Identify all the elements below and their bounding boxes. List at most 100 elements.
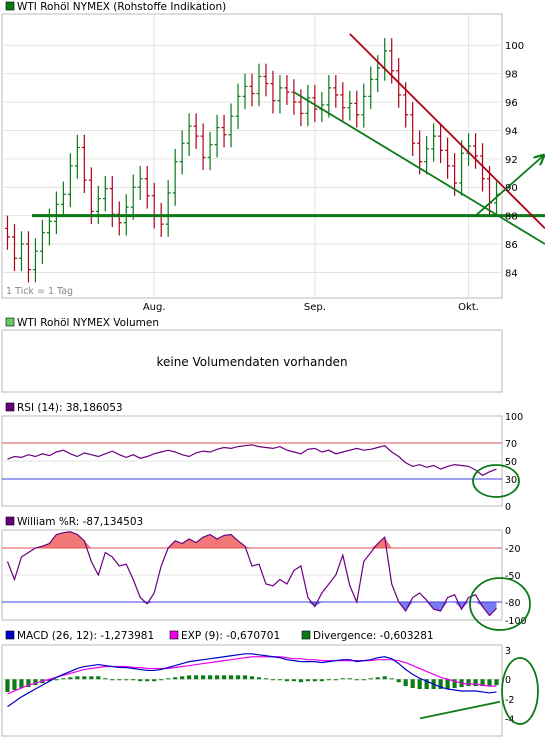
- price-legend-swatch: [5, 1, 15, 11]
- price-y-tick-label: 96: [505, 98, 518, 109]
- price-y-tick-label: 92: [505, 155, 518, 166]
- macd-divergence-bar: [389, 678, 394, 680]
- ohlc-bar: [438, 123, 444, 164]
- macd-y-tick-label: 0: [505, 675, 511, 686]
- macd-divergence-bar: [403, 679, 408, 687]
- williams-highlight-circle: [469, 577, 531, 631]
- ohlc-bar: [235, 83, 241, 130]
- rsi-plot: 0 30 50 70 100: [2, 412, 523, 513]
- ohlc-bar: [277, 75, 283, 114]
- price-y-tick-label: 100: [505, 41, 524, 52]
- ohlc-bar: [25, 231, 31, 283]
- price-x-axis: Aug. Sep. Okt.: [143, 302, 479, 313]
- volume-plot-frame: [1, 329, 503, 393]
- macd-divergence-bar: [221, 675, 227, 680]
- williams-line: [6, 531, 497, 617]
- ohlc-bar: [193, 113, 199, 149]
- ohlc-bar: [368, 66, 374, 110]
- ohlc-bar: [270, 70, 276, 114]
- ohlc-bar: [228, 103, 234, 148]
- macd-divergence-bar: [480, 679, 485, 687]
- ohlc-bar: [466, 133, 472, 166]
- macd-divergence-bar: [263, 678, 269, 680]
- macd-divergence-bar: [194, 675, 199, 680]
- macd-divergence-bar: [396, 679, 401, 683]
- macd-divergence-bar: [466, 679, 471, 687]
- williams-panel: William %R: -87,134503 0 -20 -50 -80 -100: [1, 516, 531, 631]
- macd-divergence-bar: [82, 676, 87, 680]
- volume-legend-swatch: [5, 317, 15, 327]
- macd-plot: 3 0 -2 -4: [2, 646, 539, 725]
- macd-divergence-bar: [382, 676, 387, 680]
- ohlc-bar: [473, 133, 479, 169]
- macd-legend-label: EXP (9): -0,670701: [181, 630, 280, 642]
- price-x-tick-label: Sep.: [304, 302, 326, 313]
- macd-divergence-bar: [207, 675, 213, 680]
- macd-divergence-bar: [487, 679, 492, 687]
- price-y-tick-label: 84: [505, 268, 518, 279]
- volume-empty-message: keine Volumendaten vorhanden: [156, 355, 347, 369]
- ohlc-bar: [172, 148, 178, 206]
- ohlc-bar: [459, 140, 465, 196]
- ohlc-bar: [305, 85, 311, 127]
- macd-divergence-bar: [347, 678, 352, 680]
- ohlc-bar: [11, 224, 17, 272]
- macd-divergence-bar: [159, 679, 164, 681]
- macd-divergence-bar: [26, 679, 31, 688]
- ohlc-bar: [130, 174, 136, 220]
- macd-legend-swatch: [301, 630, 311, 640]
- macd-y-tick-label: 3: [505, 646, 511, 657]
- price-y-tick-label: 94: [505, 126, 518, 137]
- macd-legend-swatch: [169, 630, 179, 640]
- ohlc-bar: [361, 83, 367, 128]
- williams-y-tick-label: -20: [505, 544, 521, 555]
- price-trendline: [293, 91, 545, 245]
- macd-divergence-bar: [103, 678, 108, 680]
- ohlc-bar: [333, 75, 339, 108]
- macd-divergence-bar: [242, 675, 248, 680]
- ohlc-bar: [39, 219, 45, 264]
- macd-divergence-bar: [19, 679, 24, 689]
- macd-divergence-bar: [375, 677, 380, 680]
- ohlc-bar: [326, 75, 332, 118]
- macd-divergence-bar: [298, 679, 303, 683]
- macd-divergence-bar: [333, 679, 338, 681]
- ohlc-bar: [312, 85, 318, 122]
- macd-highlight-circle: [501, 657, 539, 725]
- williams-legend-swatch: [5, 516, 15, 526]
- macd-divergence-bar: [47, 679, 52, 682]
- ohlc-bar: [445, 137, 451, 179]
- price-y-axis: 84 86 88 90 92 94 96 98 100: [505, 41, 524, 279]
- rsi-panel-title: RSI (14): 38,186053: [17, 402, 123, 414]
- rsi-y-tick-label: 70: [505, 439, 517, 450]
- price-y-tick-label: 86: [505, 240, 518, 251]
- rsi-y-tick-label: 100: [505, 412, 523, 423]
- williams-y-tick-label: -50: [505, 571, 521, 582]
- price-trendline: [474, 156, 543, 217]
- price-trendline: [349, 33, 545, 230]
- macd-divergence-bar: [173, 677, 178, 680]
- rsi-y-tick-label: 30: [505, 475, 517, 486]
- williams-y-tick-label: -80: [505, 598, 521, 609]
- macd-line: [7, 653, 497, 708]
- ohlc-bar: [214, 114, 220, 158]
- ohlc-bar: [256, 63, 262, 107]
- ohlc-bar: [32, 238, 38, 283]
- rsi-y-tick-label: 50: [505, 457, 517, 468]
- price-x-tick-label: Okt.: [458, 302, 479, 313]
- macd-divergence-bar: [124, 679, 129, 681]
- ohlc-bar: [263, 63, 269, 97]
- macd-legend-label: Divergence: -0,603281: [313, 630, 434, 642]
- macd-divergence-bar: [473, 679, 478, 687]
- macd-divergence-bar: [361, 679, 366, 681]
- macd-divergence-bar: [452, 679, 457, 689]
- macd-divergence-bar: [89, 676, 94, 680]
- macd-divergence-bar: [68, 677, 73, 680]
- price-y-tick-label: 88: [505, 212, 518, 223]
- macd-divergence-bar: [305, 679, 310, 682]
- price-x-tick-label: Aug.: [143, 302, 166, 313]
- ohlc-bar: [179, 130, 185, 175]
- ohlc-bar: [74, 134, 80, 179]
- williams-y-tick-label: 0: [505, 526, 511, 537]
- macd-divergence-bar: [61, 678, 66, 680]
